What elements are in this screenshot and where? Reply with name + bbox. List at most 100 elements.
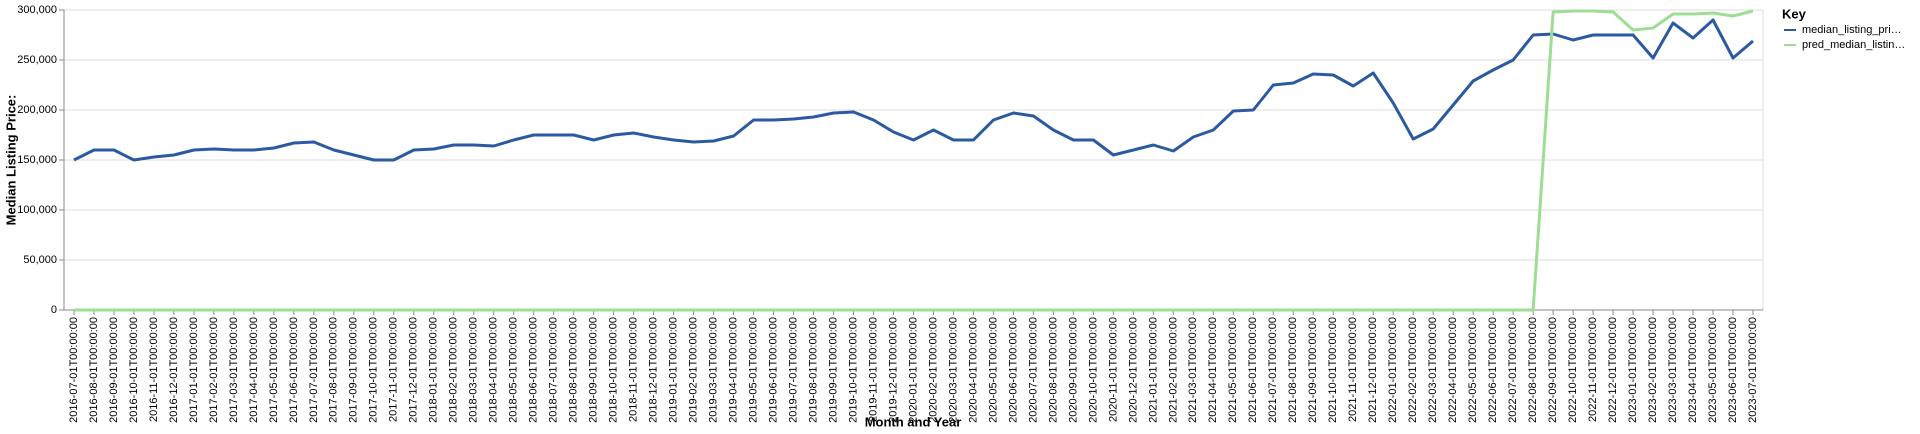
- x-tick-label: 2018-07-01T00:00:00: [548, 317, 560, 423]
- x-tick-label: 2023-01-01T00:00:00: [1627, 317, 1639, 423]
- x-tick-label: 2021-10-01T00:00:00: [1327, 317, 1339, 423]
- x-tick-label: 2017-03-01T00:00:00: [228, 317, 240, 423]
- x-tick-label: 2020-07-01T00:00:00: [1027, 317, 1039, 423]
- x-tick-label: 2021-06-01T00:00:00: [1247, 317, 1259, 423]
- x-tick-label: 2022-07-01T00:00:00: [1507, 317, 1519, 423]
- x-tick-label: 2022-06-01T00:00:00: [1487, 317, 1499, 423]
- x-tick-label: 2021-09-01T00:00:00: [1307, 317, 1319, 423]
- x-tick-label: 2017-07-01T00:00:00: [308, 317, 320, 423]
- y-tick-label: 50,000: [23, 254, 57, 266]
- x-tick-label: 2018-09-01T00:00:00: [588, 317, 600, 423]
- x-axis-title: Month and Year: [865, 414, 962, 429]
- x-tick-label: 2022-12-01T00:00:00: [1607, 317, 1619, 423]
- y-tick-label: 200,000: [17, 104, 57, 116]
- x-tick-label: 2019-11-01T00:00:00: [867, 317, 879, 422]
- y-tick-label: 100,000: [17, 204, 57, 216]
- x-tick-label: 2019-10-01T00:00:00: [847, 317, 859, 423]
- legend-label: median_listing_pri…: [1802, 24, 1902, 36]
- x-tick-label: 2017-04-01T00:00:00: [248, 317, 260, 423]
- y-tick-label: 150,000: [17, 154, 57, 166]
- x-tick-label: 2017-11-01T00:00:00: [388, 317, 400, 422]
- x-tick-label: 2021-05-01T00:00:00: [1227, 317, 1239, 423]
- x-tick-label: 2021-08-01T00:00:00: [1287, 317, 1299, 423]
- x-tick-label: 2023-03-01T00:00:00: [1667, 317, 1679, 423]
- x-tick-label: 2021-01-01T00:00:00: [1147, 317, 1159, 423]
- x-tick-label: 2020-10-01T00:00:00: [1087, 317, 1099, 423]
- x-tick-label: 2018-12-01T00:00:00: [648, 317, 660, 423]
- x-tick-label: 2017-10-01T00:00:00: [368, 317, 380, 423]
- x-tick-label: 2016-09-01T00:00:00: [108, 317, 120, 423]
- x-tick-label: 2017-01-01T00:00:00: [188, 317, 200, 423]
- x-tick-label: 2018-11-01T00:00:00: [628, 317, 640, 422]
- x-tick-label: 2022-11-01T00:00:00: [1587, 317, 1599, 422]
- series-line: [73, 18, 1754, 162]
- x-tick-label: 2018-05-01T00:00:00: [508, 317, 520, 423]
- x-tick-label: 2022-02-01T00:00:00: [1407, 317, 1419, 423]
- x-tick-label: 2018-06-01T00:00:00: [528, 317, 540, 423]
- x-tick-label: 2019-03-01T00:00:00: [708, 317, 720, 423]
- x-tick-label: 2019-08-01T00:00:00: [807, 317, 819, 423]
- x-tick-label: 2017-02-01T00:00:00: [208, 317, 220, 423]
- x-tick-label: 2017-09-01T00:00:00: [348, 317, 360, 423]
- x-tick-label: 2019-05-01T00:00:00: [748, 317, 760, 423]
- x-tick-label: 2023-07-01T00:00:00: [1747, 317, 1759, 423]
- y-tick-label: 0: [51, 304, 57, 316]
- x-tick-label: 2019-09-01T00:00:00: [827, 317, 839, 423]
- x-tick-label: 2020-12-01T00:00:00: [1127, 317, 1139, 423]
- x-tick-label: 2018-01-01T00:00:00: [428, 317, 440, 423]
- y-tick-label: 300,000: [17, 4, 57, 16]
- x-tick-label: 2020-03-01T00:00:00: [947, 317, 959, 423]
- x-tick-label: 2021-03-01T00:00:00: [1187, 317, 1199, 423]
- x-tick-label: 2017-12-01T00:00:00: [408, 317, 420, 423]
- x-tick-label: 2021-04-01T00:00:00: [1207, 317, 1219, 423]
- x-tick-label: 2020-09-01T00:00:00: [1067, 317, 1079, 423]
- x-tick-label: 2020-02-01T00:00:00: [927, 317, 939, 423]
- x-tick-label: 2018-10-01T00:00:00: [608, 317, 620, 423]
- x-tick-label: 2018-02-01T00:00:00: [448, 317, 460, 423]
- y-tick-label: 250,000: [17, 54, 57, 66]
- x-tick-label: 2019-12-01T00:00:00: [887, 317, 899, 423]
- x-tick-label: 2022-09-01T00:00:00: [1547, 317, 1559, 423]
- x-tick-label: 2022-10-01T00:00:00: [1567, 317, 1579, 423]
- x-tick-label: 2016-12-01T00:00:00: [168, 317, 180, 423]
- x-tick-label: 2017-05-01T00:00:00: [268, 317, 280, 423]
- x-tick-label: 2018-04-01T00:00:00: [488, 317, 500, 423]
- x-tick-label: 2020-06-01T00:00:00: [1007, 317, 1019, 423]
- x-tick-label: 2020-05-01T00:00:00: [987, 317, 999, 423]
- x-tick-label: 2019-07-01T00:00:00: [787, 317, 799, 423]
- x-tick-label: 2017-08-01T00:00:00: [328, 317, 340, 423]
- x-tick-label: 2020-04-01T00:00:00: [967, 317, 979, 423]
- x-tick-label: 2022-03-01T00:00:00: [1427, 317, 1439, 423]
- x-tick-label: 2023-06-01T00:00:00: [1727, 317, 1739, 423]
- legend-label: pred_median_listin…: [1802, 39, 1905, 51]
- x-tick-label: 2020-11-01T00:00:00: [1107, 317, 1119, 422]
- y-axis-title: Median Listing Price:: [3, 95, 18, 226]
- x-tick-label: 2020-01-01T00:00:00: [907, 317, 919, 423]
- x-tick-label: 2019-02-01T00:00:00: [688, 317, 700, 423]
- x-tick-label: 2019-06-01T00:00:00: [767, 317, 779, 423]
- x-tick-label: 2022-05-01T00:00:00: [1467, 317, 1479, 423]
- x-tick-label: 2016-08-01T00:00:00: [88, 317, 100, 423]
- series-line: [73, 9, 1754, 312]
- x-tick-label: 2022-08-01T00:00:00: [1527, 317, 1539, 423]
- x-tick-label: 2018-03-01T00:00:00: [468, 317, 480, 423]
- x-tick-label: 2023-04-01T00:00:00: [1687, 317, 1699, 423]
- x-tick-label: 2021-11-01T00:00:00: [1347, 317, 1359, 422]
- x-tick-label: 2019-01-01T00:00:00: [668, 317, 680, 423]
- x-tick-label: 2019-04-01T00:00:00: [728, 317, 740, 423]
- x-tick-label: 2021-07-01T00:00:00: [1267, 317, 1279, 423]
- x-tick-label: 2023-05-01T00:00:00: [1707, 317, 1719, 423]
- x-tick-label: 2022-01-01T00:00:00: [1387, 317, 1399, 423]
- x-tick-label: 2017-06-01T00:00:00: [288, 317, 300, 423]
- x-tick-label: 2016-11-01T00:00:00: [148, 317, 160, 422]
- legend-title: Key: [1782, 6, 1807, 21]
- x-tick-label: 2018-08-01T00:00:00: [568, 317, 580, 423]
- x-tick-label: 2016-10-01T00:00:00: [128, 317, 140, 423]
- x-tick-label: 2021-12-01T00:00:00: [1367, 317, 1379, 423]
- x-tick-label: 2022-04-01T00:00:00: [1447, 317, 1459, 423]
- x-tick-label: 2020-08-01T00:00:00: [1047, 317, 1059, 423]
- x-tick-label: 2023-02-01T00:00:00: [1647, 317, 1659, 423]
- x-tick-label: 2021-02-01T00:00:00: [1167, 317, 1179, 423]
- x-tick-label: 2016-07-01T00:00:00: [68, 317, 80, 423]
